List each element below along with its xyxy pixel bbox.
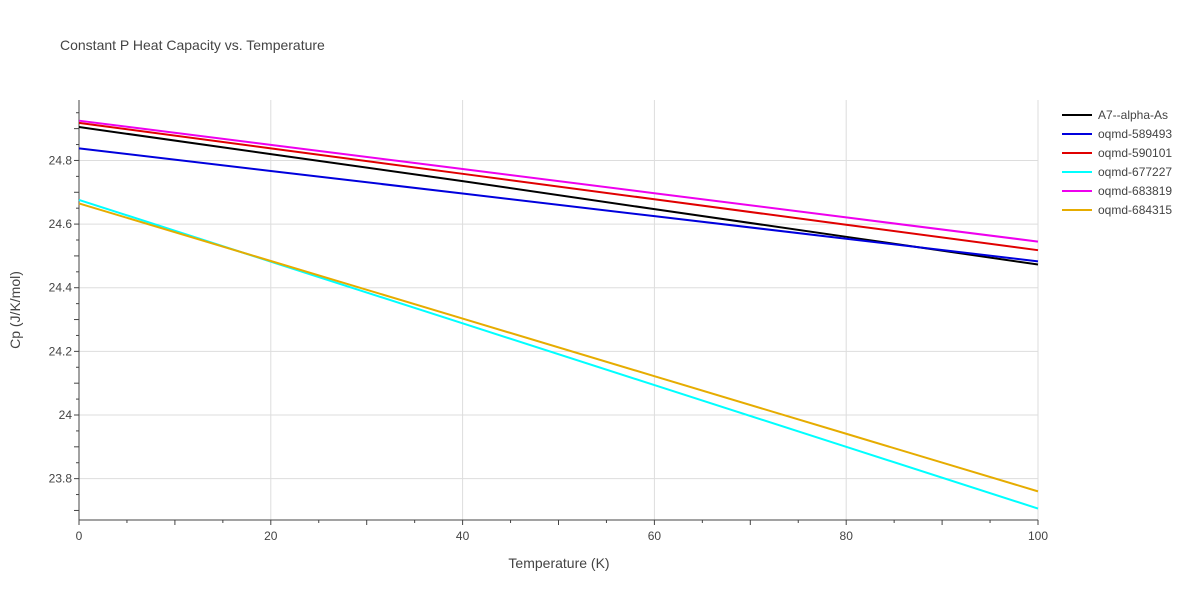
tick-labels: 0 20 40 60 80 100 23.8 24 24.2 24.4 24.6 24.8 [49,153,1049,543]
x-tick-label: 40 [456,529,470,543]
x-tick-label: 80 [840,529,854,543]
legend-label: A7--alpha-As [1098,108,1168,122]
series-line-oqmd-683819 [78,119,1039,243]
axes [74,100,1039,525]
x-tick-label: 100 [1028,529,1048,543]
legend-item-oqmd-683819[interactable]: oqmd-683819 [1062,184,1172,198]
legend-label: oqmd-589493 [1098,127,1172,141]
y-tick-label: 23.8 [49,472,73,486]
series-line-oqmd-590101 [78,121,1039,252]
x-axis-title: Temperature (K) [508,555,609,571]
y-tick-label: 24.2 [49,344,73,358]
x-tick-label: 60 [648,529,662,543]
series-lines [78,119,1039,510]
series-line-oqmd-589493 [78,147,1039,263]
legend-label: oqmd-683819 [1098,184,1172,198]
legend[interactable]: A7--alpha-As oqmd-589493 oqmd-590101 oqmd-6… [1062,108,1172,217]
legend-item-oqmd-677227[interactable]: oqmd-677227 [1062,165,1172,179]
grid [79,100,1039,520]
x-tick-label: 20 [264,529,278,543]
series-line-oqmd-684315 [78,202,1039,493]
legend-label: oqmd-684315 [1098,203,1172,217]
x-tick-label: 0 [76,529,83,543]
legend-label: oqmd-677227 [1098,165,1172,179]
legend-item-A7--alpha-As[interactable]: A7--alpha-As [1062,108,1168,122]
series-line-A7--alpha-As [78,126,1039,266]
y-axis-title: Cp (J/K/mol) [7,271,23,349]
y-tick-label: 24.4 [49,281,73,295]
legend-item-oqmd-684315[interactable]: oqmd-684315 [1062,203,1172,217]
legend-item-oqmd-590101[interactable]: oqmd-590101 [1062,146,1172,160]
y-tick-label: 24 [59,408,73,422]
legend-label: oqmd-590101 [1098,146,1172,160]
y-tick-label: 24.6 [49,217,73,231]
y-tick-label: 24.8 [49,153,73,167]
chart-title: Constant P Heat Capacity vs. Temperature [60,37,325,53]
legend-item-oqmd-589493[interactable]: oqmd-589493 [1062,127,1172,141]
